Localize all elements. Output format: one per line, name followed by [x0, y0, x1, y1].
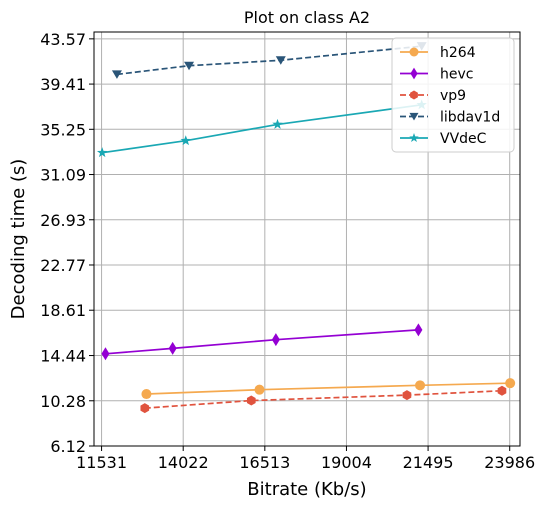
legend-label: h264: [440, 45, 476, 61]
legend-item-vp9: vp9: [400, 88, 466, 104]
y-tick-label: 31.09: [40, 166, 86, 185]
y-tick-label: 43.57: [40, 30, 86, 49]
legend-item-vvdec: VVdeC: [400, 131, 487, 147]
h264-point: [141, 389, 152, 400]
y-tick-label: 39.41: [40, 75, 86, 94]
x-tick-label: 16513: [239, 453, 290, 472]
hevc-point: [168, 341, 177, 355]
legend-item-h264: h264: [400, 45, 476, 61]
vvdec-point: [96, 147, 108, 158]
vp9-point: [140, 403, 150, 414]
legend-swatch-marker: [409, 133, 419, 143]
y-tick-label: 18.61: [40, 301, 86, 320]
x-tick-label: 19004: [321, 453, 372, 472]
vp9-point: [246, 395, 256, 406]
legend-item-libdav1d: libdav1d: [400, 110, 500, 126]
y-tick-label: 26.93: [40, 211, 86, 230]
legend-label: vp9: [440, 88, 466, 104]
x-tick-label: 14022: [158, 453, 209, 472]
x-tick-label: 21495: [403, 453, 454, 472]
series-vp9: [140, 385, 507, 414]
y-axis-label: Decoding time (s): [8, 159, 29, 320]
y-tick-label: 6.12: [50, 437, 86, 456]
plot-frame: [93, 31, 521, 447]
legend-swatch-marker: [409, 112, 419, 121]
ticks: 11531 14022 16513 19004 21495 23986 6.12 10.28 1…: [40, 30, 535, 472]
h264-point: [505, 378, 516, 389]
vvdec-point: [272, 118, 283, 129]
y-tick-label: 35.25: [40, 120, 86, 139]
libdav1d-point: [275, 56, 286, 65]
libdav1d-line: [116, 45, 422, 76]
hevc-line: [105, 329, 419, 355]
h264-point: [415, 380, 426, 391]
vp9-point: [497, 385, 507, 396]
y-tick-label: 10.28: [40, 392, 86, 411]
legend-item-hevc: hevc: [400, 67, 473, 83]
hevc-point: [101, 347, 110, 361]
legend-box: [391, 37, 515, 153]
hevc-point: [271, 333, 280, 347]
vp9-line: [144, 389, 503, 410]
legend-label: hevc: [440, 67, 473, 83]
legend: h264 hevc vp9 libdav1d VVdeC: [391, 37, 515, 153]
legend-label: VVdeC: [440, 131, 487, 147]
legend-swatch-marker: [410, 90, 418, 100]
series-vvdec: [96, 99, 427, 158]
hevc-point: [414, 323, 423, 337]
libdav1d-point: [111, 70, 122, 79]
x-tick-label: 11531: [76, 453, 127, 472]
x-axis-label: Bitrate (Kb/s): [247, 479, 366, 500]
h264-line: [146, 382, 511, 395]
legend-swatch-marker: [409, 47, 419, 57]
legend-label: libdav1d: [440, 110, 500, 126]
h264-point: [254, 384, 265, 395]
vvdec-point: [180, 135, 191, 146]
vvdec-line: [102, 103, 422, 154]
series-libdav1d: [111, 42, 427, 79]
chart-title: Plot on class A2: [244, 8, 370, 27]
legend-swatch-marker: [410, 67, 418, 80]
libdav1d-point: [184, 61, 195, 71]
y-tick-label: 22.77: [40, 256, 86, 275]
y-tick-label: 14.44: [40, 347, 86, 366]
vp9-point: [402, 390, 412, 401]
x-tick-label: 23986: [484, 453, 535, 472]
series-h264: [141, 378, 516, 400]
series-layer: [96, 42, 516, 414]
series-hevc: [101, 323, 423, 361]
